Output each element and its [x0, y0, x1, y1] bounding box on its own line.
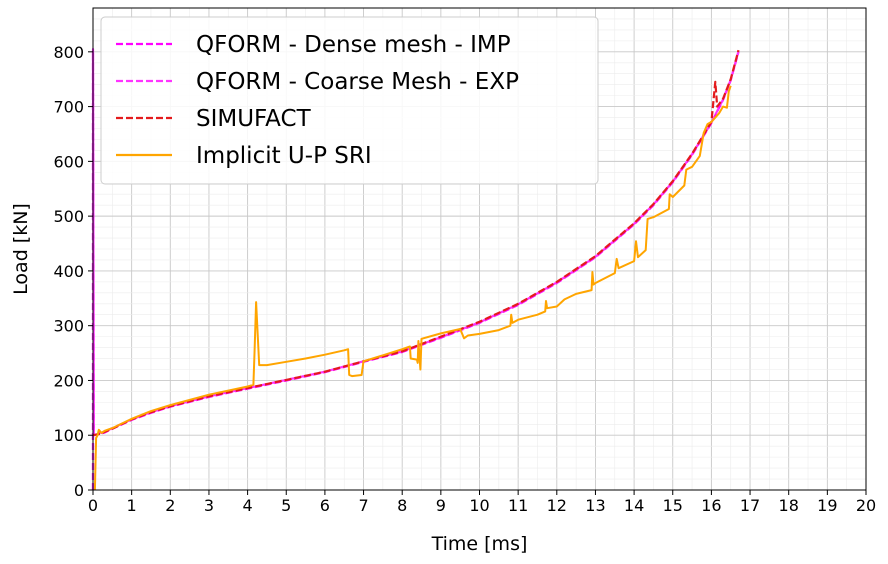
x-tick-label: 16	[701, 496, 721, 515]
x-tick-label: 18	[779, 496, 799, 515]
x-tick-label: 9	[436, 496, 446, 515]
x-tick-label: 10	[469, 496, 489, 515]
y-axis-label: Load [kN]	[10, 203, 32, 295]
x-tick-label: 4	[243, 496, 253, 515]
y-tick-label: 100	[53, 426, 84, 445]
legend-label: SIMUFACT	[196, 106, 312, 132]
x-tick-label: 3	[204, 496, 214, 515]
x-tick-label: 7	[358, 496, 368, 515]
x-axis: 0 1 2 3 4 5 6 7 8 9 10 11 12 13 14 15 16 17 18 19 20	[88, 490, 876, 515]
x-tick-label: 12	[547, 496, 567, 515]
legend-label: Implicit U-P SRI	[196, 143, 372, 169]
x-tick-label: 11	[508, 496, 528, 515]
y-tick-label: 500	[53, 207, 84, 226]
series-line-simufact	[92, 49, 740, 437]
x-tick-label: 1	[127, 496, 137, 515]
x-tick-label: 13	[585, 496, 605, 515]
legend-box	[100, 16, 599, 185]
x-tick-label: 19	[817, 496, 837, 515]
y-axis: 0 100 200 300 400 500 600 700 800	[53, 43, 93, 500]
x-tick-label: 2	[165, 496, 175, 515]
x-tick-label: 20	[856, 496, 876, 515]
series-line-implicit-u-p-sri	[93, 85, 732, 491]
x-tick-label: 5	[281, 496, 291, 515]
y-tick-label: 400	[53, 262, 84, 281]
y-tick-label: 0	[74, 481, 84, 500]
legend-label: QFORM - Coarse Mesh - EXP	[196, 69, 519, 95]
series-lines	[91, 48, 740, 491]
x-tick-label: 17	[740, 496, 760, 515]
x-tick-label: 8	[397, 496, 407, 515]
x-tick-label: 15	[663, 496, 683, 515]
x-tick-label: 14	[624, 496, 644, 515]
y-tick-label: 800	[53, 43, 84, 62]
x-tick-label: 0	[88, 496, 98, 515]
y-tick-label: 600	[53, 152, 84, 171]
x-tick-label: 6	[320, 496, 330, 515]
legend: QFORM - Dense mesh - IMP QFORM - Coarse M…	[100, 16, 599, 185]
legend-label: QFORM - Dense mesh - IMP	[196, 32, 511, 58]
y-tick-label: 200	[53, 371, 84, 390]
y-tick-label: 700	[53, 98, 84, 117]
x-axis-label: Time [ms]	[431, 533, 528, 555]
y-tick-label: 300	[53, 317, 84, 336]
